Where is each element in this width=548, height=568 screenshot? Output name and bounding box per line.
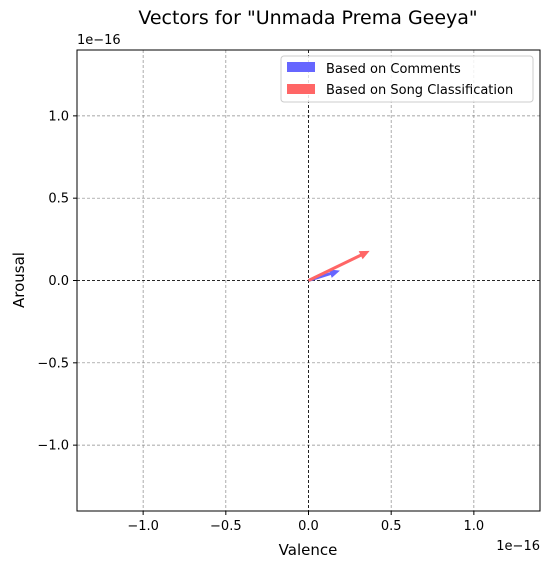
legend-box <box>280 55 534 103</box>
y-tick-label: 0.0 <box>48 274 69 289</box>
vector-arrow-1 <box>307 250 370 282</box>
y-axis-label: Arousal <box>10 252 28 308</box>
y-tick-label: 1.0 <box>48 109 69 124</box>
y-ticks: −1.0 −0.5 0.0 0.5 1.0 <box>37 109 77 454</box>
legend-swatch-song-classification <box>287 84 315 94</box>
x-tick-label: 0.5 <box>381 519 402 534</box>
x-offset-label: 1e−16 <box>496 539 540 554</box>
y-tick-label: 0.5 <box>48 192 69 207</box>
x-tick-label: −0.5 <box>210 519 242 534</box>
x-tick-label: −1.0 <box>127 519 159 534</box>
y-tick-label: −0.5 <box>37 356 69 371</box>
y-offset-label: 1e−16 <box>77 33 121 48</box>
legend: Based on Comments Based on Song Classifi… <box>280 55 534 103</box>
x-ticks: −1.0 −0.5 0.0 0.5 1.0 <box>127 511 484 534</box>
vectors <box>307 250 370 282</box>
legend-label-song-classification: Based on Song Classification <box>326 83 513 98</box>
vector-arrow-0 <box>308 269 340 282</box>
x-tick-label: 1.0 <box>464 519 485 534</box>
legend-swatch-comments <box>287 62 315 72</box>
x-tick-label: 0.0 <box>298 519 319 534</box>
legend-label-comments: Based on Comments <box>326 62 461 77</box>
chart-title: Vectors for "Unmada Prema Geeya" <box>138 7 477 29</box>
y-tick-label: −1.0 <box>37 439 69 454</box>
x-axis-label: Valence <box>279 541 338 559</box>
